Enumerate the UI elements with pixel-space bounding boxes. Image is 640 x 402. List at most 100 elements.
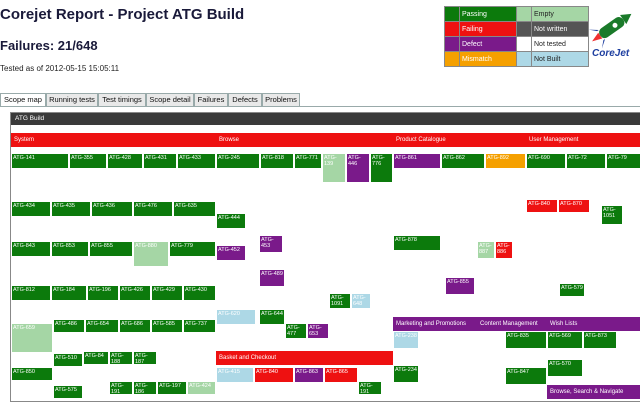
scope-cell[interactable]: ATG-1091 bbox=[329, 293, 351, 309]
scope-cell[interactable]: ATG-847 bbox=[505, 367, 547, 385]
scope-cell[interactable]: ATG-139 bbox=[322, 153, 346, 183]
scope-cell[interactable]: ATG-863 bbox=[294, 367, 324, 383]
scope-cell[interactable]: ATG-486 bbox=[53, 319, 85, 333]
scope-cell[interactable]: ATG-510 bbox=[53, 353, 83, 367]
scope-cell[interactable]: ATG-870 bbox=[558, 199, 590, 213]
scope-cell[interactable]: ATG-779 bbox=[169, 241, 216, 257]
section-system[interactable]: System bbox=[11, 133, 216, 147]
scope-cell[interactable]: ATG-887 bbox=[477, 241, 495, 259]
scope-cell[interactable]: ATG-489 bbox=[259, 269, 285, 287]
scope-cell[interactable]: ATG-878 bbox=[393, 235, 441, 251]
scope-cell[interactable]: ATG-476 bbox=[133, 201, 173, 217]
scope-cell[interactable]: ATG-776 bbox=[370, 153, 393, 183]
scope-cell[interactable]: ATG-245 bbox=[216, 153, 260, 169]
section-user-management[interactable]: User Management bbox=[526, 133, 640, 147]
legend-swatch-not-built bbox=[516, 51, 532, 67]
scope-cell[interactable]: ATG-635 bbox=[173, 201, 216, 217]
tab-test-timings[interactable]: Test timings bbox=[98, 93, 146, 106]
scope-cell[interactable]: ATG-659 bbox=[11, 323, 53, 353]
scope-cell[interactable]: ATG-653 bbox=[307, 323, 329, 339]
scope-map-root[interactable]: ATG Build bbox=[11, 113, 640, 125]
scope-cell[interactable]: ATG-835 bbox=[505, 331, 547, 349]
scope-cell[interactable]: ATG-415 bbox=[216, 367, 254, 383]
scope-cell[interactable]: ATG-436 bbox=[91, 201, 133, 217]
scope-cell[interactable]: ATG-429 bbox=[151, 285, 183, 301]
section-marketing-and-promotions[interactable]: Marketing and Promotions bbox=[393, 317, 477, 331]
scope-cell[interactable]: ATG-186 bbox=[133, 381, 157, 395]
scope-cell[interactable]: ATG-686 bbox=[119, 319, 151, 333]
scope-cell[interactable]: ATG-187 bbox=[133, 351, 157, 365]
scope-cell[interactable]: ATG-234 bbox=[393, 365, 419, 383]
scope-cell[interactable]: ATG-855 bbox=[89, 241, 133, 257]
scope-cell[interactable]: ATG-426 bbox=[119, 285, 151, 301]
scope-cell[interactable]: ATG-690 bbox=[526, 153, 566, 169]
scope-cell[interactable]: ATG-644 bbox=[259, 309, 285, 325]
scope-cell[interactable]: ATG-850 bbox=[11, 367, 53, 381]
tab-failures[interactable]: Failures bbox=[194, 93, 228, 106]
scope-cell[interactable]: ATG-892 bbox=[485, 153, 526, 169]
scope-cell[interactable]: ATG-72 bbox=[566, 153, 606, 169]
scope-cell[interactable]: ATG-737 bbox=[183, 319, 216, 333]
scope-cell[interactable]: ATG-843 bbox=[11, 241, 51, 257]
scope-cell[interactable]: ATG-654 bbox=[85, 319, 119, 333]
scope-cell[interactable]: ATG-355 bbox=[69, 153, 107, 169]
tab-problems[interactable]: Problems bbox=[262, 93, 300, 106]
section-basket-and-checkout[interactable]: Basket and Checkout bbox=[216, 351, 393, 365]
scope-cell[interactable]: ATG-196 bbox=[87, 285, 119, 301]
section-browse-search-navigate[interactable]: Browse, Search & Navigate bbox=[547, 385, 640, 399]
scope-cell[interactable]: ATG-865 bbox=[324, 367, 358, 383]
scope-cell[interactable]: ATG-861 bbox=[393, 153, 441, 169]
legend-label-defect: Defect bbox=[459, 36, 517, 52]
scope-cell[interactable]: ATG-431 bbox=[143, 153, 177, 169]
scope-cell[interactable]: ATG-141 bbox=[11, 153, 69, 169]
scope-cell[interactable]: ATG-873 bbox=[583, 331, 617, 349]
scope-cell[interactable]: ATG-435 bbox=[51, 201, 91, 217]
scope-cell[interactable]: ATG-579 bbox=[559, 283, 585, 297]
scope-cell[interactable]: ATG-453 bbox=[259, 235, 283, 253]
scope-cell[interactable]: ATG-620 bbox=[216, 309, 256, 325]
scope-cell[interactable]: ATG-648 bbox=[351, 293, 371, 309]
scope-cell[interactable]: ATG-197 bbox=[157, 381, 187, 395]
scope-cell[interactable]: ATG-840 bbox=[526, 199, 558, 213]
scope-cell[interactable]: ATG-238 bbox=[393, 331, 419, 349]
scope-cell[interactable]: ATG-188 bbox=[109, 351, 133, 365]
tab-running-tests[interactable]: Running tests bbox=[46, 93, 98, 106]
scope-cell[interactable]: ATG-433 bbox=[177, 153, 216, 169]
section-product-catalogue[interactable]: Product Catalogue bbox=[393, 133, 526, 147]
scope-cell[interactable]: ATG-79 bbox=[606, 153, 640, 169]
section-wish-lists[interactable]: Wish Lists bbox=[547, 317, 640, 331]
scope-cell[interactable]: ATG-191 bbox=[358, 381, 382, 395]
scope-cell[interactable]: ATG-428 bbox=[107, 153, 143, 169]
scope-cell[interactable]: ATG-446 bbox=[346, 153, 370, 183]
scope-cell[interactable]: ATG-886 bbox=[495, 241, 513, 259]
tab-scope-detail[interactable]: Scope detail bbox=[146, 93, 194, 106]
scope-cell[interactable]: ATG-84 bbox=[83, 351, 109, 365]
scope-cell[interactable]: ATG-862 bbox=[441, 153, 485, 169]
scope-cell[interactable]: ATG-424 bbox=[187, 381, 216, 395]
scope-cell[interactable]: ATG-434 bbox=[11, 201, 51, 217]
scope-cell[interactable]: ATG-570 bbox=[547, 359, 583, 377]
legend-label-mismatch: Mismatch bbox=[459, 51, 517, 67]
legend-swatch-mismatch bbox=[444, 51, 460, 67]
section-content-management[interactable]: Content Management bbox=[477, 317, 547, 331]
scope-cell[interactable]: ATG-840 bbox=[254, 367, 294, 383]
scope-cell[interactable]: ATG-853 bbox=[51, 241, 89, 257]
scope-cell[interactable]: ATG-855 bbox=[445, 277, 475, 295]
tab-scope-map[interactable]: Scope map bbox=[0, 93, 46, 106]
scope-cell[interactable]: ATG-444 bbox=[216, 213, 246, 229]
scope-cell[interactable]: ATG-430 bbox=[183, 285, 216, 301]
section-browse[interactable]: Browse bbox=[216, 133, 393, 147]
scope-cell[interactable]: ATG-569 bbox=[547, 331, 583, 349]
scope-cell[interactable]: ATG-477 bbox=[285, 323, 307, 339]
scope-cell[interactable]: ATG-771 bbox=[294, 153, 322, 169]
scope-cell[interactable]: ATG-184 bbox=[51, 285, 87, 301]
scope-cell[interactable]: ATG-812 bbox=[11, 285, 51, 301]
scope-cell[interactable]: ATG-880 bbox=[133, 241, 169, 267]
scope-cell[interactable]: ATG-452 bbox=[216, 245, 246, 261]
scope-cell[interactable]: ATG-191 bbox=[109, 381, 133, 395]
scope-cell[interactable]: ATG-818 bbox=[260, 153, 294, 169]
tab-defects[interactable]: Defects bbox=[228, 93, 262, 106]
scope-cell[interactable]: ATG-585 bbox=[151, 319, 183, 333]
scope-cell[interactable]: ATG-1051 bbox=[601, 205, 623, 225]
scope-cell[interactable]: ATG-575 bbox=[53, 385, 83, 399]
